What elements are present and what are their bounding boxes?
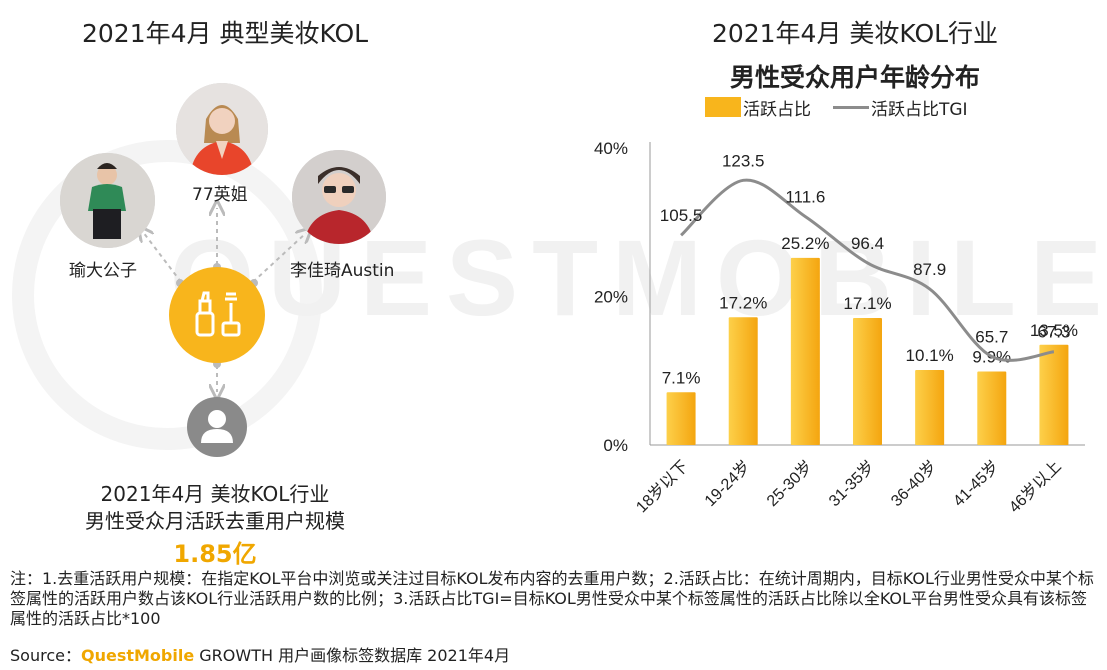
y-tick-label: 40% (594, 139, 628, 158)
bar-data-label: 25.2% (781, 234, 829, 253)
bar-data-label: 17.2% (719, 293, 767, 312)
bar (853, 318, 882, 445)
bar-data-label: 13.5% (1030, 321, 1078, 340)
tgi-data-label: 105.5 (660, 206, 703, 225)
source-label: Source： (10, 646, 81, 665)
source-text: GROWTH 用户画像标签数据库 2021年4月 (194, 646, 511, 665)
bar (1039, 344, 1069, 445)
kol-name-yu: 瑜大公子 (69, 261, 137, 281)
tgi-data-label: 87.9 (913, 260, 946, 279)
x-tick-label: 31-35岁 (825, 457, 878, 510)
chart-legend: 活跃占比 活跃占比TGI (705, 95, 968, 120)
bar-data-label: 17.1% (843, 294, 891, 313)
bar-data-label: 7.1% (662, 368, 701, 387)
x-tick-label: 36-40岁 (887, 457, 940, 510)
portrait-man-sunglasses-icon (292, 150, 386, 244)
makeup-icon (169, 267, 265, 363)
x-tick-label: 41-45岁 (950, 457, 1003, 510)
chart-title-line2: 男性受众用户年龄分布 (729, 63, 980, 92)
legend-bar-swatch (705, 97, 741, 117)
x-tick-label: 18岁以下 (633, 457, 692, 516)
x-tick-label: 19-24岁 (701, 457, 754, 510)
tgi-data-label: 96.4 (851, 234, 884, 253)
tgi-data-label: 111.6 (785, 188, 825, 207)
age-distribution-chart: 0% 20% 40% 7.1% 18岁以下 17.2% 19-24岁 25.2% 25-30岁 1… (594, 139, 1085, 516)
user-scale-value: 1.85亿 (173, 540, 257, 568)
y-tick-label: 20% (594, 288, 628, 307)
footnote: 注：1.去重活跃用户规模：在指定KOL平台中浏览或关注过目标KOL发布内容的去重… (10, 569, 1094, 628)
bar (977, 371, 1007, 445)
source-line: Source：QuestMobile GROWTH 用户画像标签数据库 2021… (10, 642, 510, 666)
legend-line-swatch (833, 105, 869, 109)
kol-name-li: 李佳琦Austin (290, 261, 395, 281)
x-tick-label: 25-30岁 (763, 457, 816, 510)
bar (790, 257, 820, 445)
tgi-data-label: 123.5 (722, 151, 765, 170)
bar-data-label: 10.1% (906, 346, 954, 365)
bar (728, 317, 758, 445)
tgi-line (680, 178, 1055, 362)
left-panel-title: 2021年4月 典型美妆KOL (82, 19, 369, 48)
x-tick-label: 46岁以上 (1005, 457, 1064, 516)
legend-line-label: 活跃占比TGI (871, 99, 968, 120)
bar (666, 392, 696, 445)
kol-name-77: 77英姐 (192, 185, 248, 205)
portrait-man-icon (60, 153, 155, 248)
chart-title-line1: 2021年4月 美妆KOL行业 (711, 19, 999, 48)
left-caption-line1: 2021年4月 美妆KOL行业 (100, 482, 330, 506)
y-tick-label: 0% (603, 436, 628, 455)
tgi-data-label: 65.7 (975, 328, 1008, 347)
bar (915, 370, 945, 445)
portrait-woman-icon (176, 83, 268, 175)
source-brand: QuestMobile (80, 646, 195, 665)
legend-bar-label: 活跃占比 (743, 99, 811, 120)
left-caption-line2: 男性受众月活跃去重用户规模 (85, 509, 345, 533)
user-icon (187, 397, 247, 457)
tgi-data-label: 67.3 (1037, 323, 1070, 342)
